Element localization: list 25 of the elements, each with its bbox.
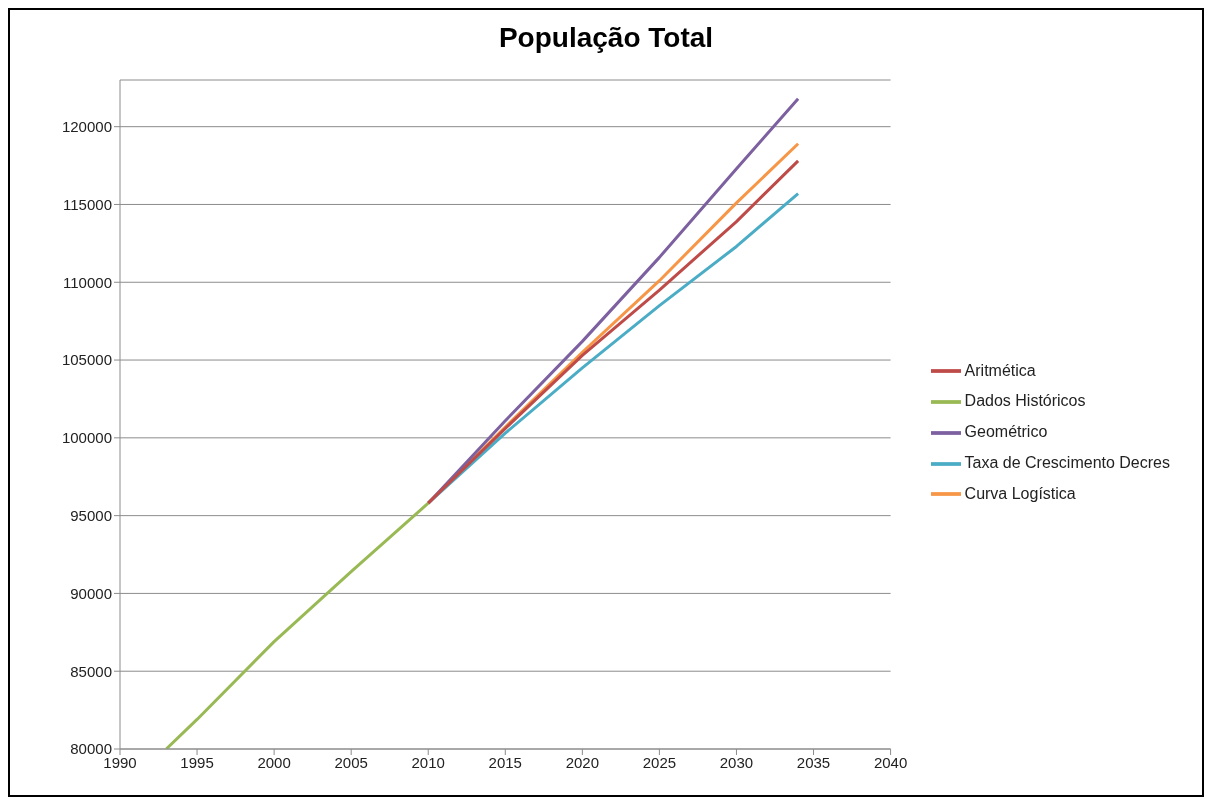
x-tick-label: 2015	[488, 753, 522, 771]
y-tick-label: 115000	[63, 195, 112, 213]
legend-label: Geométrico	[964, 423, 1048, 441]
y-tick-label: 105000	[61, 351, 112, 369]
x-tick-label: 2030	[719, 753, 754, 771]
x-tick-label: 2020	[565, 753, 600, 771]
y-tick-label: 100000	[61, 429, 112, 447]
y-tick-label: 85000	[70, 662, 112, 680]
line-series	[164, 501, 430, 749]
x-tick-label: 2025	[642, 753, 677, 771]
x-tick-label: 2005	[334, 753, 368, 771]
y-tick-label: 95000	[70, 506, 112, 524]
y-tick-label: 120000	[61, 118, 112, 135]
legend-label: Taxa de Crescimento Decres	[964, 453, 1170, 471]
x-tick-label: 2000	[257, 753, 291, 771]
x-tick-label: 2040	[873, 753, 908, 771]
y-tick-label: 90000	[70, 584, 112, 602]
y-tick-label: 110000	[63, 273, 112, 291]
x-tick-label: 2035	[796, 753, 831, 771]
x-tick-label: 2010	[411, 753, 445, 771]
x-tick-label: 1995	[180, 753, 214, 771]
legend-label: Curva Logística	[964, 484, 1076, 502]
legend-label: Dados Históricos	[964, 392, 1086, 410]
chart-title: População Total	[497, 21, 715, 55]
legend-label: Aritmética	[964, 361, 1036, 379]
